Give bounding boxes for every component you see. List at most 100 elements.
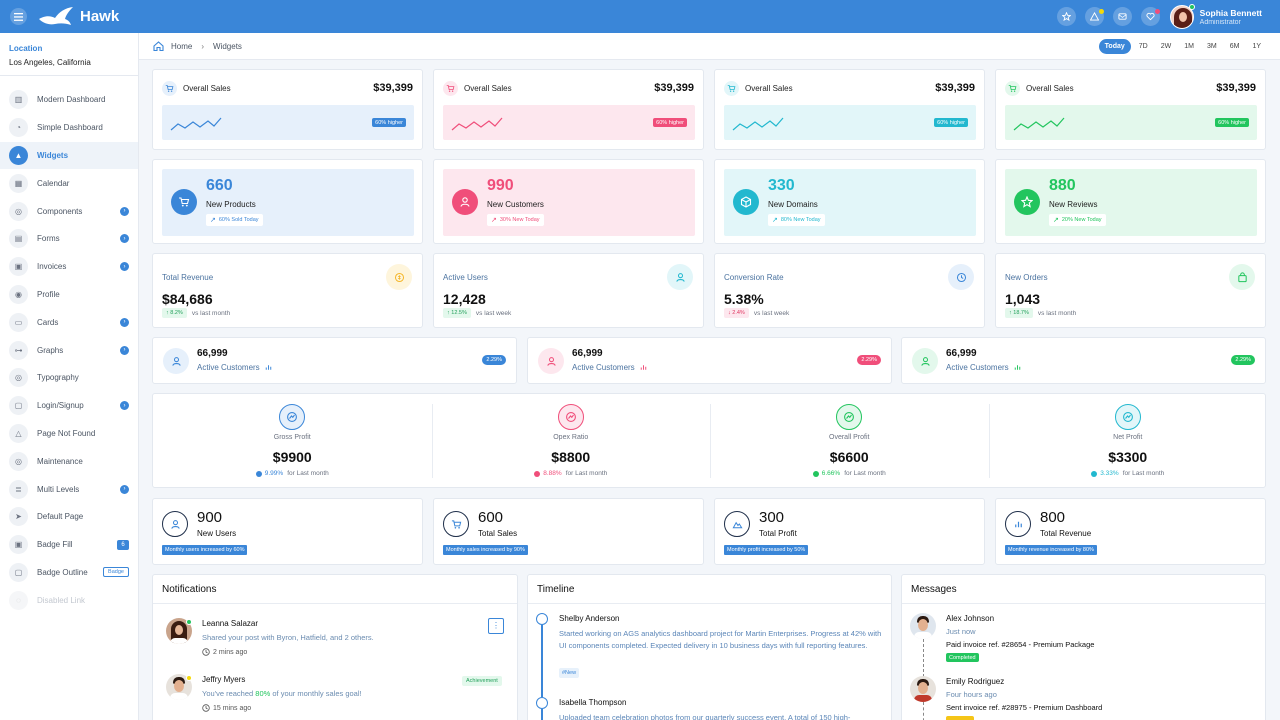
clock-icon xyxy=(956,272,966,282)
card-title: Overall Sales xyxy=(464,84,512,93)
more-options-button[interactable]: ⋮ xyxy=(488,618,504,634)
profit-note: for Last month xyxy=(844,470,886,477)
customers-value: 66,999 xyxy=(572,348,603,359)
chevron-right-icon: › xyxy=(120,345,129,355)
chevron-right-icon: › xyxy=(120,401,129,411)
sidebar-item-graphs[interactable]: ⊶ Graphs › xyxy=(0,336,138,364)
hamburger-icon xyxy=(14,12,23,21)
sidebar-item-invoices[interactable]: ▣ Invoices › xyxy=(0,253,138,281)
range-6m[interactable]: 6M xyxy=(1229,42,1240,50)
profit-icon xyxy=(1122,412,1133,422)
messages-button[interactable] xyxy=(1112,7,1132,26)
location-label: Location xyxy=(9,44,43,53)
user-icon xyxy=(675,272,685,282)
range-1y[interactable]: 1Y xyxy=(1252,42,1261,50)
sidebar-item-login-signup[interactable]: ▢ Login/Signup › xyxy=(0,392,138,420)
cart-icon xyxy=(1008,85,1017,92)
stat-pill: ↗ 60% Sold Today xyxy=(206,214,263,226)
profit-icon xyxy=(836,404,863,430)
range-2w[interactable]: 2W xyxy=(1160,42,1172,50)
chevron-right-icon: › xyxy=(120,484,129,494)
range-1m[interactable]: 1M xyxy=(1184,42,1194,50)
sidebar-item-components[interactable]: ◎ Components › xyxy=(0,197,138,225)
bar-chart-icon xyxy=(639,363,648,372)
profile-icon: ◉ xyxy=(9,284,28,304)
profit-value: $6600 xyxy=(829,449,869,465)
timeline-dot xyxy=(536,697,548,709)
sidebar-item-badge-outline[interactable]: ▢ Badge Outline Badge xyxy=(0,559,138,587)
sidebar-item-badge-fill[interactable]: ▣ Badge Fill 6 xyxy=(0,531,138,559)
summary-label: New Users xyxy=(197,529,237,538)
user-menu[interactable]: Sophia Bennett Administrator xyxy=(1169,3,1262,29)
alerts-button[interactable] xyxy=(1084,7,1104,26)
summary-label: Total Revenue xyxy=(1040,529,1092,538)
avatar xyxy=(166,674,192,700)
sidebar-item-simple-dashboard[interactable]: ◔ Simple Dashboard xyxy=(0,114,138,142)
sidebar-item-modern-dashboard[interactable]: ▥ Modern Dashboard xyxy=(0,86,138,114)
home-icon[interactable] xyxy=(153,41,164,51)
cart-icon xyxy=(446,85,455,92)
box-icon xyxy=(740,196,752,208)
profit-icon xyxy=(844,412,855,422)
forms-icon: ▤ xyxy=(9,229,28,249)
heart-icon xyxy=(1146,12,1155,21)
message-connector xyxy=(923,639,924,687)
cart-icon xyxy=(1005,81,1020,96)
online-status-dot xyxy=(186,619,192,625)
growth-badge: 60% higher xyxy=(372,118,406,127)
sidebar-nav: ▥ Modern Dashboard ◔ Simple Dashboard ▲ Widge… xyxy=(0,76,138,614)
box-icon xyxy=(733,189,759,215)
breadcrumb-home[interactable]: Home xyxy=(171,41,193,51)
sidebar-item-widgets[interactable]: ▲ Widgets xyxy=(0,141,138,170)
notification-text: Shared your post with Byron, Hatfield, a… xyxy=(202,633,374,642)
divider xyxy=(431,404,433,478)
sidebar-item-calendar[interactable]: ▦ Calendar xyxy=(0,169,138,197)
profit-value: $9900 xyxy=(272,449,312,465)
range-3m[interactable]: 3M xyxy=(1206,42,1217,50)
sidebar-item-default-page[interactable]: ➤ Default Page xyxy=(0,503,138,531)
sidebar-item-maintenance[interactable]: ◎ Maintenance xyxy=(0,447,138,475)
sales-amount: $39,399 xyxy=(654,82,694,94)
sidebar-item-label: Invoices xyxy=(37,262,67,272)
profit-overview-card: Gross Profit $9900 9.99% for Last month Opex… xyxy=(152,393,1266,488)
profit-icon xyxy=(1114,404,1141,430)
profit-percent: 3.33% xyxy=(1100,470,1119,477)
sidebar-item-multi-levels[interactable]: ≣ Multi Levels › xyxy=(0,475,138,503)
sales-amount: $39,399 xyxy=(935,82,975,94)
sidebar-item-profile[interactable]: ◉ Profile xyxy=(0,281,138,309)
location-box: Location Los Angeles, California xyxy=(0,33,138,76)
summary-value: 300 xyxy=(759,509,785,526)
sidebar-item-typography[interactable]: ◎ Typography xyxy=(0,364,138,392)
user-icon xyxy=(460,197,470,207)
overall-sales-card: Overall Sales $39,399 60% higher xyxy=(714,69,985,150)
kpi-value: 1,043 xyxy=(1005,291,1041,307)
profit-label: Gross Profit xyxy=(273,434,311,441)
kpi-delta: ↑ 18.7% vs last month xyxy=(1005,308,1076,318)
sidebar-item-page-not-found[interactable]: △ Page Not Found xyxy=(0,420,138,448)
notifications-button[interactable] xyxy=(1140,7,1160,26)
sidebar-item-label: Badge Outline xyxy=(37,567,88,577)
cart-icon xyxy=(162,81,177,96)
range-7d[interactable]: 7D xyxy=(1138,42,1148,50)
profit-value: $8800 xyxy=(551,449,591,465)
stat-label: New Products xyxy=(206,200,256,209)
sidebar-item-label: Cards xyxy=(37,317,59,327)
stat-value: 330 xyxy=(768,177,795,194)
favorites-button[interactable] xyxy=(1056,7,1076,26)
sidebar-item-forms[interactable]: ▤ Forms › xyxy=(0,225,138,253)
message-name: Emily Rodriguez xyxy=(946,677,1005,686)
range-today[interactable]: Today xyxy=(1098,38,1131,54)
customers-label-text: Active Customers xyxy=(572,363,635,372)
sales-trend-box: 60% higher xyxy=(724,105,976,140)
sidebar-item-cards[interactable]: ▭ Cards › xyxy=(0,308,138,336)
tools-icon: ◎ xyxy=(9,451,28,471)
count-badge: 6 xyxy=(117,539,129,550)
kpi-card: New Orders 1,043 ↑ 18.7% vs last month xyxy=(995,253,1266,328)
sales-amount: $39,399 xyxy=(373,82,413,94)
sidebar-item-label: Modern Dashboard xyxy=(37,95,106,105)
typography-icon: ◎ xyxy=(9,368,28,388)
menu-toggle-button[interactable] xyxy=(10,8,27,25)
mail-icon xyxy=(1118,13,1127,20)
away-status-dot xyxy=(186,675,192,681)
brand-logo[interactable]: Hawk xyxy=(38,6,119,28)
